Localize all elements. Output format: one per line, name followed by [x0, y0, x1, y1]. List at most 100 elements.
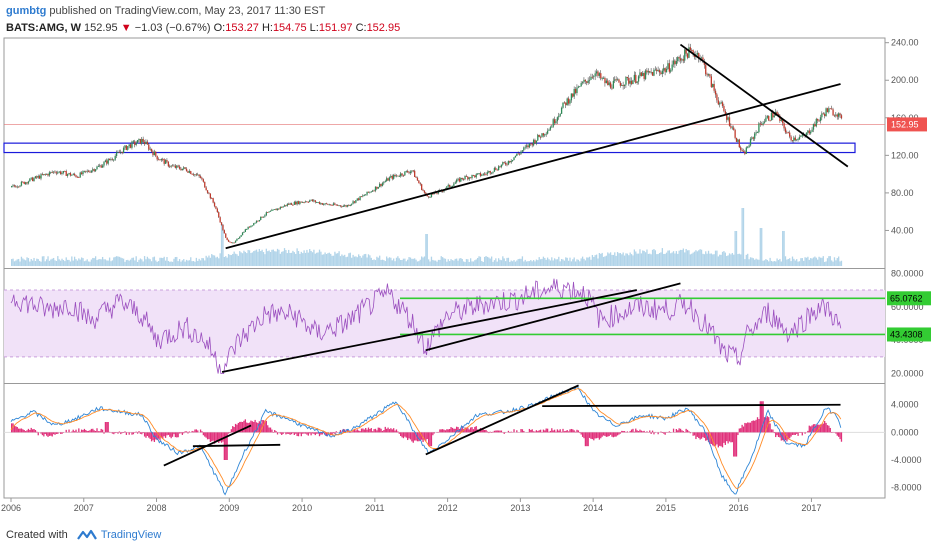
volume-bar: [131, 257, 133, 266]
macd-histogram-bar: [497, 430, 500, 433]
macd-histogram-bar: [510, 431, 512, 433]
candle-body: [26, 182, 28, 184]
volume-bar: [836, 258, 838, 266]
candle-body: [783, 123, 785, 129]
candle-body: [449, 184, 451, 187]
volume-bar: [311, 252, 314, 266]
candle-body: [675, 61, 677, 65]
volume-bar: [660, 252, 662, 266]
macd-histogram-bar: [773, 432, 775, 434]
candle-body: [565, 102, 567, 106]
macd-histogram-bar: [777, 432, 780, 438]
candle-body: [818, 120, 820, 122]
volume-bar: [292, 250, 294, 266]
macd-histogram-bar: [220, 432, 223, 443]
candle-body: [337, 204, 339, 206]
candle-body: [23, 181, 25, 185]
macd-histogram-bar: [430, 432, 433, 447]
candle-body: [120, 151, 122, 153]
volume-bar: [562, 259, 564, 266]
macd-histogram-bar: [692, 432, 694, 436]
volume-bar: [794, 260, 796, 266]
candle-body: [254, 222, 256, 224]
candle-body: [117, 152, 119, 153]
candle-body: [38, 175, 41, 179]
macd-histogram-bar: [139, 432, 142, 434]
candle-body: [756, 132, 759, 133]
macd-histogram-bar: [443, 429, 445, 433]
candle-body: [442, 191, 444, 192]
volume-bar: [324, 252, 326, 266]
candle-body: [486, 172, 489, 175]
candle-body: [393, 174, 395, 179]
macd-histogram-bar: [576, 429, 578, 433]
candle-body: [309, 200, 311, 202]
candle-body: [447, 184, 449, 187]
volume-bar: [838, 256, 840, 266]
volume-bar: [782, 231, 784, 266]
macd-histogram-bar: [71, 431, 73, 433]
volume-bar: [369, 255, 371, 266]
author-link[interactable]: gumbtg: [6, 5, 47, 17]
symbol-label[interactable]: BATS:AMG, W: [6, 22, 81, 34]
candle-body: [395, 175, 398, 177]
candle-body: [367, 191, 370, 193]
volume-bar: [447, 259, 449, 266]
candle-body: [618, 79, 620, 83]
volume-bar: [437, 259, 440, 266]
macd-histogram-bar: [104, 422, 107, 433]
volume-bar: [120, 257, 122, 266]
volume-bar: [97, 259, 100, 266]
candle-body: [840, 115, 843, 119]
candle-body: [93, 169, 95, 172]
volume-bar: [76, 260, 79, 266]
candle-body: [33, 178, 35, 182]
candle-body: [707, 74, 710, 76]
volume-bar: [47, 256, 49, 266]
macd-histogram-bar: [128, 432, 130, 435]
candle-body: [388, 177, 391, 181]
macd-histogram-bar: [490, 432, 493, 433]
macd-histogram-bar: [423, 432, 426, 440]
volume-bar: [117, 256, 119, 266]
macd-histogram-bar: [580, 432, 582, 435]
candle-body: [131, 141, 133, 148]
candle-body: [234, 240, 237, 243]
volume-bar: [247, 249, 249, 266]
macd-histogram-bar: [621, 430, 623, 433]
volume-bar: [518, 258, 521, 266]
candle-body: [590, 76, 592, 80]
volume-bar: [377, 257, 379, 266]
candle-body: [293, 201, 295, 205]
rsi-tick-label: 60.0000: [891, 302, 924, 312]
volume-bar: [678, 250, 680, 266]
volume-bar: [780, 261, 782, 266]
volume-bar: [22, 258, 24, 266]
candle-body: [465, 176, 468, 177]
candle-body: [782, 119, 784, 124]
macd-histogram-bar: [79, 431, 81, 433]
volume-bar: [761, 228, 763, 266]
tradingview-brand[interactable]: TradingView: [100, 529, 162, 541]
candle-body: [481, 175, 483, 176]
volume-bar: [197, 260, 199, 266]
candle-body: [205, 187, 207, 191]
macd-histogram-bar: [219, 432, 221, 442]
volume-bar: [61, 258, 63, 266]
volume-bar: [454, 258, 456, 266]
candle-body: [349, 204, 351, 206]
tradingview-logo-icon[interactable]: [76, 529, 97, 541]
x-tick-label: 2008: [147, 503, 167, 513]
volume-bar: [633, 249, 636, 266]
chart-canvas[interactable]: 240.00200.00160.00120.0080.0040.00152.95…: [0, 0, 932, 522]
candle-body: [716, 94, 718, 101]
volume-bar: [747, 253, 749, 266]
candle-body: [667, 63, 669, 69]
volume-bar: [693, 251, 696, 266]
candle-body: [535, 140, 538, 144]
candle-body: [513, 157, 515, 161]
macd-histogram-bar: [251, 421, 253, 433]
volume-bar: [623, 255, 626, 266]
rsi-trendline: [425, 282, 681, 352]
x-tick-label: 2007: [74, 503, 94, 513]
